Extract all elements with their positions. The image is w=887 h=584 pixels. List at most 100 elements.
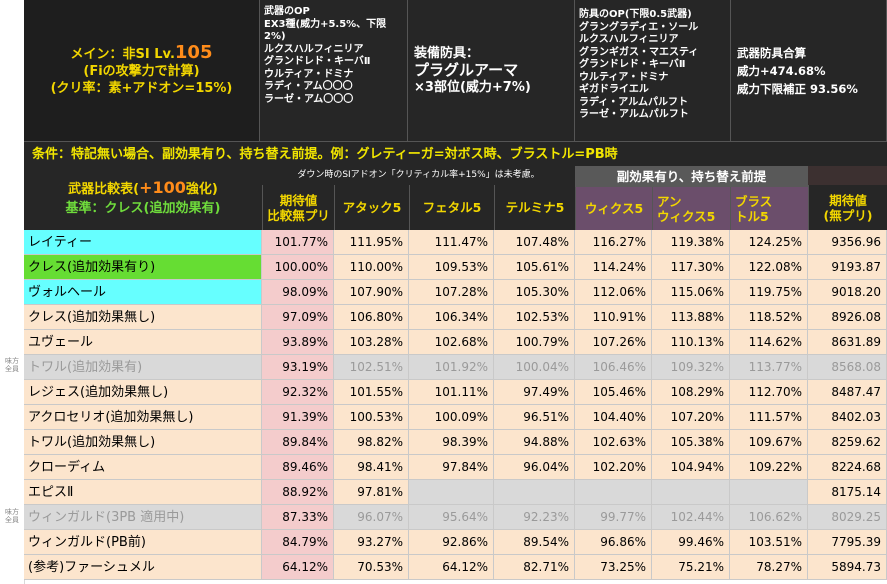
- value-cell: 114.62%: [730, 330, 808, 355]
- condition-bar: 条件：特記無い場合、副効果有り、持ち替え前提。例：グレティーガ=対ボス時、ブラス…: [24, 141, 887, 166]
- armor-line3: ×3部位(威力+7%): [414, 80, 531, 95]
- value-cell: 9356.96: [808, 230, 887, 255]
- weapon-op-line: ラディ・アム〇〇〇: [264, 81, 353, 92]
- table-row[interactable]: クレス(追加効果有り) 100.00% 110.00% 109.53% 105.61% 1…: [24, 255, 887, 280]
- table-row[interactable]: アクロセリオ(追加効果無し) 91.39% 100.53% 100.09% 96.51%…: [24, 405, 887, 430]
- table-row[interactable]: ウィンガルド(PB前) 84.79% 93.27% 92.86% 89.54% 96.86…: [24, 530, 887, 555]
- table-row[interactable]: (参考)ファーシュメル 64.12% 70.53% 64.12% 82.71% 73.25…: [24, 555, 887, 580]
- value-cell: 73.25%: [575, 555, 652, 580]
- value-cell: 70.53%: [334, 555, 409, 580]
- column-header[interactable]: アン ウィクス5: [652, 187, 730, 230]
- armor-op-line: グランギガス・マエスティ: [579, 46, 699, 58]
- weapon-name-cell: レイティー: [24, 230, 262, 255]
- armor-op-line: ギガドライエル: [579, 84, 649, 95]
- value-cell: 101.55%: [334, 380, 409, 405]
- weapon-op-line: EX3種(威力+5.5%、下限2%): [264, 18, 387, 43]
- value-cell: [409, 480, 494, 505]
- value-cell: 8402.03: [808, 405, 887, 430]
- weapon-op-line: ウルティア・ドミナ: [264, 68, 354, 80]
- value-cell: 100.00%: [262, 255, 334, 280]
- armor-cell: 装備防具： プラグルアーマ ×3部位(威力+7%): [408, 0, 575, 141]
- table-row[interactable]: トワル(追加効果無し) 89.84% 98.82% 98.39% 94.88% 102.6…: [24, 430, 887, 455]
- value-cell: 106.80%: [334, 305, 409, 330]
- armor-op-line: ウルティア・ドミナ: [579, 71, 669, 83]
- value-cell: 101.92%: [409, 355, 494, 380]
- left-gutter: 味方 全員 味方 全員: [0, 0, 25, 584]
- column-header[interactable]: 期待値 比較無プリ: [262, 185, 334, 230]
- value-cell: 108.29%: [652, 380, 730, 405]
- value-cell: 109.53%: [409, 255, 494, 280]
- value-cell: 64.12%: [409, 555, 494, 580]
- value-cell: 106.46%: [575, 355, 652, 380]
- column-header[interactable]: ウィクス5: [575, 187, 652, 230]
- table-row[interactable]: クローディム 89.46% 98.41% 97.84% 96.04% 102.20% 104…: [24, 455, 887, 480]
- table-row[interactable]: クレス(追加効果無し) 97.09% 106.80% 106.34% 102.53% 11…: [24, 305, 887, 330]
- weapon-op-line: 武器のOP: [264, 6, 310, 17]
- main-info-cell: メイン：非SI Lv.105 (Fiの攻撃力で計算) (クリ率：素+アドオン=1…: [24, 0, 260, 141]
- value-cell: 96.86%: [575, 530, 652, 555]
- value-cell: 113.77%: [730, 355, 808, 380]
- gutter-note: 味方 全員: [5, 357, 19, 373]
- value-cell: 109.67%: [730, 430, 808, 455]
- value-cell: 96.04%: [494, 455, 575, 480]
- note-text: ダウン時のSIアドオン「クリティカル率+15%」は未考慮。: [262, 166, 575, 185]
- value-cell: 118.52%: [730, 305, 808, 330]
- table-row[interactable]: レイティー 101.77% 111.95% 111.47% 107.48% 116.27%…: [24, 230, 887, 255]
- total-cell: 武器防具合算 威力+474.68% 威力下限補正 93.56%: [731, 0, 887, 141]
- table-row[interactable]: レジェス(追加効果無し) 92.32% 101.55% 101.11% 97.49% 10…: [24, 380, 887, 405]
- value-cell: 102.20%: [575, 455, 652, 480]
- weapon-name-cell: クレス(追加効果無し): [24, 305, 262, 330]
- value-cell: 93.89%: [262, 330, 334, 355]
- value-cell: 105.46%: [575, 380, 652, 405]
- table-row[interactable]: トワル(追加効果有) 93.19% 102.51% 101.92% 100.04% 106…: [24, 355, 887, 380]
- value-cell: 89.54%: [494, 530, 575, 555]
- value-cell: 107.90%: [334, 280, 409, 305]
- armor-line1: 装備防具：: [414, 46, 480, 61]
- main-level: 105: [174, 42, 213, 63]
- value-cell: 64.12%: [262, 555, 334, 580]
- gutter-note: 味方 全員: [5, 508, 19, 524]
- weapon-name-cell: ユヴェール: [24, 330, 262, 355]
- weapon-op-line: ラーゼ・アム〇〇〇: [264, 93, 354, 105]
- column-header[interactable]: フェタル5: [409, 185, 494, 230]
- value-cell: 89.46%: [262, 455, 334, 480]
- value-cell: 89.84%: [262, 430, 334, 455]
- column-header[interactable]: テルミナ5: [494, 185, 575, 230]
- value-cell: 98.41%: [334, 455, 409, 480]
- value-cell: 7795.39: [808, 530, 887, 555]
- total-line: 威力+474.68%: [737, 63, 826, 78]
- value-cell: 99.46%: [652, 530, 730, 555]
- armor-op-line: ルクスハルフィニリア: [579, 34, 679, 45]
- value-cell: 8631.89: [808, 330, 887, 355]
- weapon-op-cell: 武器のOP EX3種(威力+5.5%、下限2%) ルクスハルフィニリア グランドレド・…: [260, 0, 408, 141]
- armor-line2: プラグルアーマ: [414, 61, 519, 79]
- value-cell: 9193.87: [808, 255, 887, 280]
- table-row[interactable]: ユヴェール 93.89% 103.28% 102.68% 100.79% 107.26% 1…: [24, 330, 887, 355]
- value-cell: 93.27%: [334, 530, 409, 555]
- value-cell: 122.08%: [730, 255, 808, 280]
- value-cell: 109.32%: [652, 355, 730, 380]
- corner-cell: [808, 166, 887, 187]
- column-header[interactable]: ブラス トル5: [730, 187, 808, 230]
- value-cell: 102.51%: [334, 355, 409, 380]
- value-cell: 124.25%: [730, 230, 808, 255]
- column-header[interactable]: 期待値 (無プリ): [808, 185, 887, 230]
- value-cell: 107.28%: [409, 280, 494, 305]
- table-row[interactable]: ウィンガルド(3PB 適用中) 87.33% 96.07% 95.64% 92.23% 9…: [24, 505, 887, 530]
- value-cell: 8568.08: [808, 355, 887, 380]
- value-cell: 97.81%: [334, 480, 409, 505]
- table-row[interactable]: ヴォルヘール 98.09% 107.90% 107.28% 105.30% 112.06%…: [24, 280, 887, 305]
- value-cell: 92.86%: [409, 530, 494, 555]
- value-cell: 88.92%: [262, 480, 334, 505]
- armor-op-line: ラーゼ・アルムパルフト: [579, 109, 689, 120]
- value-cell: 112.06%: [575, 280, 652, 305]
- column-header[interactable]: アタック5: [334, 185, 409, 230]
- weapon-name-cell: レジェス(追加効果無し): [24, 380, 262, 405]
- weapon-name-cell: (参考)ファーシュメル: [24, 555, 262, 580]
- compare-title-cell: 武器比較表(+100強化) 基準：クレス(追加効果有): [24, 166, 262, 230]
- value-cell: 97.84%: [409, 455, 494, 480]
- value-cell: 102.44%: [652, 505, 730, 530]
- table-row[interactable]: エピスⅡ 88.92% 97.81% 8175.14: [24, 480, 887, 505]
- value-cell: 8926.08: [808, 305, 887, 330]
- value-cell: 113.88%: [652, 305, 730, 330]
